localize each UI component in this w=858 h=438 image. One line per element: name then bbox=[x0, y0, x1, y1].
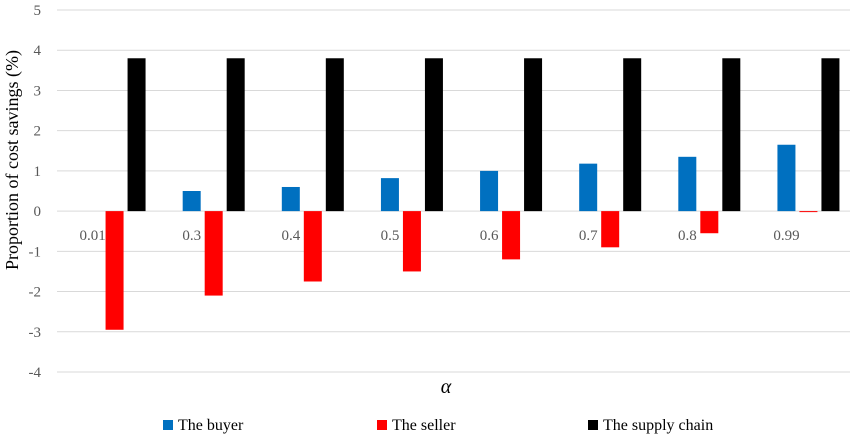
legend-swatch bbox=[377, 420, 387, 430]
legend: The buyer The seller The supply chain bbox=[163, 417, 713, 434]
bar-the-seller bbox=[303, 211, 322, 282]
legend-item: The buyer bbox=[163, 417, 244, 434]
bar-the-seller bbox=[799, 211, 818, 213]
y-tick-label: -2 bbox=[29, 285, 42, 301]
bar-the-seller bbox=[105, 211, 124, 330]
bar-the-supply-chain bbox=[226, 58, 245, 212]
bar-the-buyer bbox=[380, 178, 399, 212]
legend-swatch bbox=[588, 420, 598, 430]
y-tick-label: -3 bbox=[29, 325, 42, 341]
bar-the-buyer bbox=[281, 186, 300, 212]
category-label: 0.3 bbox=[182, 228, 201, 244]
legend-item: The seller bbox=[377, 417, 456, 434]
y-tick-label: 5 bbox=[34, 3, 42, 19]
bar-the-buyer bbox=[182, 191, 201, 212]
category-label: 0.5 bbox=[381, 228, 400, 244]
bar-the-buyer bbox=[480, 170, 499, 212]
y-tick-label: -1 bbox=[29, 244, 42, 260]
bar-the-buyer bbox=[777, 144, 796, 212]
category-label: 0.6 bbox=[480, 228, 499, 244]
legend-label: The seller bbox=[392, 417, 456, 434]
bar-the-supply-chain bbox=[424, 58, 443, 212]
bar-the-seller bbox=[700, 211, 719, 234]
bar-the-supply-chain bbox=[821, 58, 840, 212]
category-label: 0.4 bbox=[281, 228, 300, 244]
bar-the-seller bbox=[502, 211, 521, 260]
y-tick-label: -4 bbox=[29, 365, 42, 381]
y-tick-label: 3 bbox=[34, 83, 42, 99]
y-tick-labels: 5 4 3 2 1 0 -1 -2 -3 -4 bbox=[29, 3, 42, 381]
bar-the-supply-chain bbox=[127, 58, 146, 212]
bar-the-supply-chain bbox=[325, 58, 344, 212]
category-label: 0.01 bbox=[79, 228, 105, 244]
bar-the-seller bbox=[204, 211, 223, 296]
bar-the-buyer bbox=[678, 156, 697, 212]
category-label: 0.7 bbox=[579, 228, 598, 244]
legend-label: The supply chain bbox=[603, 417, 713, 434]
bar-the-supply-chain bbox=[623, 58, 642, 212]
bars bbox=[105, 58, 840, 330]
y-axis-label: Proportion of cost savings (%) bbox=[2, 50, 23, 270]
y-tick-label: 1 bbox=[34, 164, 42, 180]
y-tick-label: 2 bbox=[34, 124, 42, 140]
category-label: 0.99 bbox=[773, 228, 799, 244]
y-tick-label: 4 bbox=[34, 43, 42, 59]
bar-the-buyer bbox=[579, 163, 598, 212]
legend-label: The buyer bbox=[178, 417, 244, 434]
category-labels: 0.01 0.3 0.4 0.5 0.6 0.7 0.8 0.99 bbox=[79, 228, 799, 244]
bar-the-seller bbox=[402, 211, 421, 272]
bar-the-supply-chain bbox=[722, 58, 741, 212]
category-label: 0.8 bbox=[678, 228, 697, 244]
legend-swatch bbox=[163, 420, 173, 430]
legend-item: The supply chain bbox=[588, 417, 713, 434]
x-axis-label: α bbox=[441, 376, 452, 398]
bar-the-supply-chain bbox=[524, 58, 543, 212]
y-tick-label: 0 bbox=[34, 204, 42, 220]
bar-the-seller bbox=[601, 211, 620, 248]
